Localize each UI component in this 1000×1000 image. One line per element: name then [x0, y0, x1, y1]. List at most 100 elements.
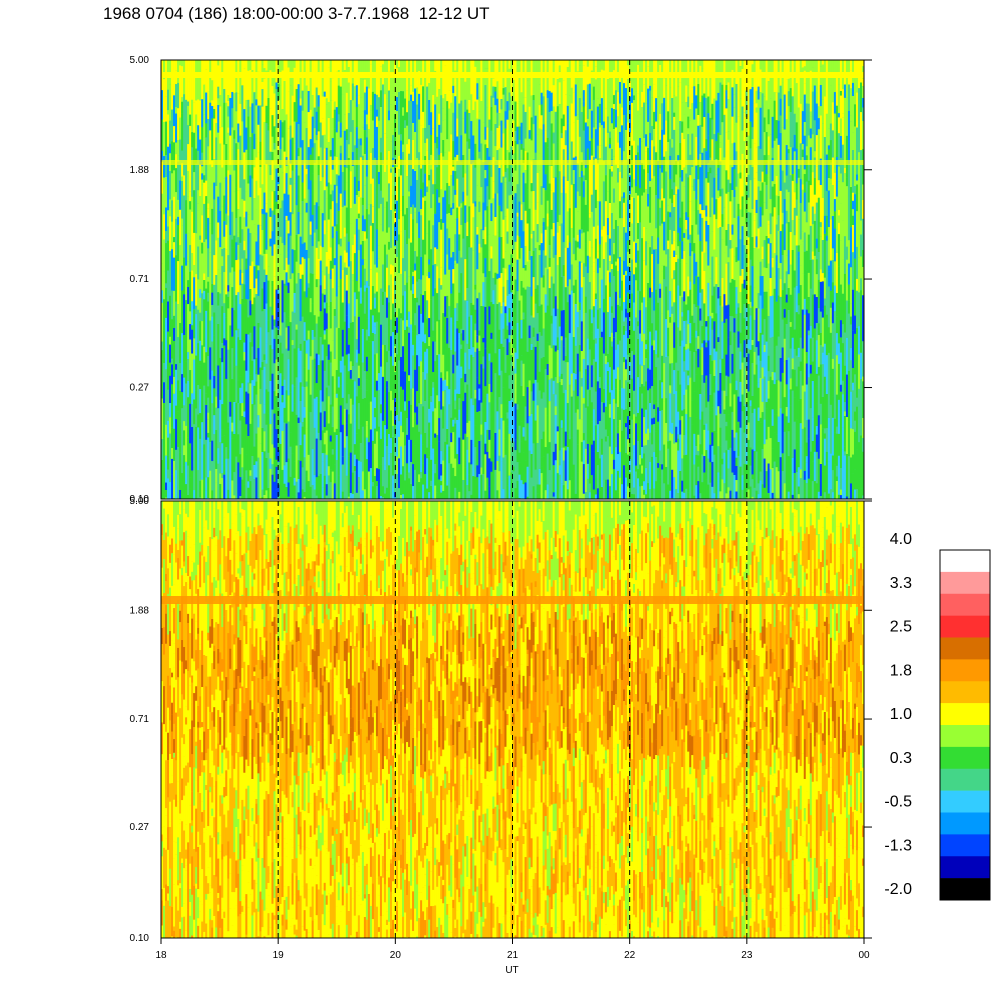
- spectrogram-cell: [460, 273, 463, 313]
- spectrogram-cell: [221, 306, 224, 343]
- spectrogram-cell: [301, 489, 304, 499]
- spectrogram-cell: [404, 60, 407, 99]
- spectrogram-cell: [446, 101, 449, 140]
- spectrogram-cell: [512, 210, 515, 251]
- spectrogram-cell: [602, 259, 606, 299]
- spectrogram-cell: [259, 292, 262, 315]
- spectrogram-cell: [673, 322, 676, 348]
- spectrogram-cell: [237, 462, 240, 499]
- spectrogram-cell: [181, 225, 184, 266]
- spectrogram-cell: [643, 489, 646, 495]
- spectrogram-cell: [213, 159, 216, 183]
- spectrogram-cell: [235, 402, 238, 417]
- spectrogram-cell: [221, 464, 224, 474]
- spectrogram-cell: [418, 279, 421, 306]
- spectrogram-cell: [221, 362, 224, 405]
- spectrogram-cell: [452, 323, 455, 355]
- spectrogram-cell: [231, 379, 234, 423]
- spectrogram-cell: [301, 354, 304, 387]
- spectrogram-cell: [251, 456, 254, 499]
- spectrogram-cell: [309, 450, 312, 487]
- spectrogram-cell: [335, 393, 339, 398]
- spectrogram-cell: [265, 105, 268, 124]
- spectrogram-cell: [542, 124, 545, 156]
- spectrogram-cell: [498, 74, 501, 114]
- spectrogram-cell: [299, 382, 302, 401]
- spectrogram-cell: [679, 177, 682, 195]
- spectrogram-cell: [482, 273, 485, 283]
- spectrogram-cell: [325, 387, 329, 431]
- spectrogram-cell: [177, 337, 180, 381]
- spectrogram-cell: [528, 416, 531, 451]
- spectrogram-cell: [199, 100, 202, 140]
- spectrogram-cell: [219, 442, 222, 463]
- spectrogram-cell: [213, 477, 216, 499]
- spectrogram-cell: [492, 467, 495, 499]
- spectrogram-cell: [454, 417, 457, 424]
- spectrogram-cell: [574, 427, 578, 439]
- spectrogram-cell: [564, 193, 568, 237]
- spectrogram-cell: [243, 217, 246, 227]
- spectrogram-cell: [181, 60, 184, 67]
- spectrogram-cell: [263, 366, 266, 405]
- spectrogram-cell: [454, 171, 457, 190]
- spectrogram-cell: [683, 60, 686, 81]
- spectrogram-cell: [540, 233, 543, 244]
- spectrogram-cell: [418, 340, 421, 367]
- spectrogram-cell: [383, 291, 387, 332]
- spectrogram-cell: [169, 417, 172, 434]
- spectrogram-cell: [271, 180, 274, 192]
- spectrogram-cell: [586, 406, 590, 431]
- spectrogram-cell: [237, 123, 240, 143]
- spectrogram-cell: [193, 190, 196, 233]
- spectrogram-cell: [576, 266, 580, 278]
- spectrogram-cell: [203, 299, 206, 340]
- spectrogram-cell: [637, 326, 640, 339]
- spectrogram-cell: [484, 454, 487, 491]
- spectrogram-cell: [671, 363, 674, 386]
- spectrogram-cell: [492, 343, 495, 360]
- spectrogram-cell: [518, 462, 521, 475]
- spectrogram-cell: [560, 104, 564, 119]
- spectrogram-cell: [516, 495, 519, 499]
- spectrogram-cell: [659, 477, 662, 483]
- spectrogram-cell: [556, 106, 559, 143]
- spectrogram-cell: [187, 233, 190, 262]
- spectrogram-cell: [466, 343, 469, 385]
- spectrogram-cell: [524, 302, 527, 318]
- spectrogram-cell: [269, 108, 272, 152]
- spectrogram-cell: [494, 235, 497, 273]
- spectrogram-cell: [211, 461, 214, 491]
- spectrogram-cell: [353, 176, 357, 204]
- spectrogram-cell: [639, 464, 642, 487]
- spectrogram-cell: [590, 194, 594, 212]
- spectrogram-cell: [566, 463, 570, 490]
- spectrogram-cell: [243, 377, 246, 412]
- spectrogram-cell: [659, 450, 662, 465]
- spectrogram-cell: [377, 312, 381, 333]
- spectrogram-cell: [486, 353, 489, 394]
- spectrogram-cell: [631, 223, 634, 260]
- spectrogram-cell: [307, 283, 310, 288]
- spectrogram-cell: [460, 312, 463, 329]
- spectrogram-cell: [592, 409, 596, 441]
- spectrogram-cell: [203, 114, 206, 138]
- spectrogram-cell: [195, 100, 198, 115]
- spectrogram-cell: [606, 353, 610, 363]
- spectrogram-cell: [679, 227, 682, 242]
- spectrogram-cell: [637, 195, 640, 224]
- spectrogram-cell: [165, 60, 168, 97]
- spectrogram-cell: [273, 244, 276, 277]
- spectrogram-cell: [303, 407, 306, 418]
- spectrogram-cell: [345, 423, 349, 437]
- spectrogram-cell: [165, 150, 168, 155]
- spectrogram-cell: [510, 194, 513, 206]
- spectrogram-cell: [548, 266, 551, 289]
- spectrogram-cell: [387, 302, 391, 327]
- spectrogram-cell: [197, 190, 200, 204]
- spectrogram-cell: [195, 426, 198, 465]
- spectrogram-cell: [639, 257, 642, 292]
- spectrogram-cell: [181, 265, 184, 291]
- spectrogram-cell: [532, 250, 535, 278]
- spectrogram-cell: [440, 485, 443, 493]
